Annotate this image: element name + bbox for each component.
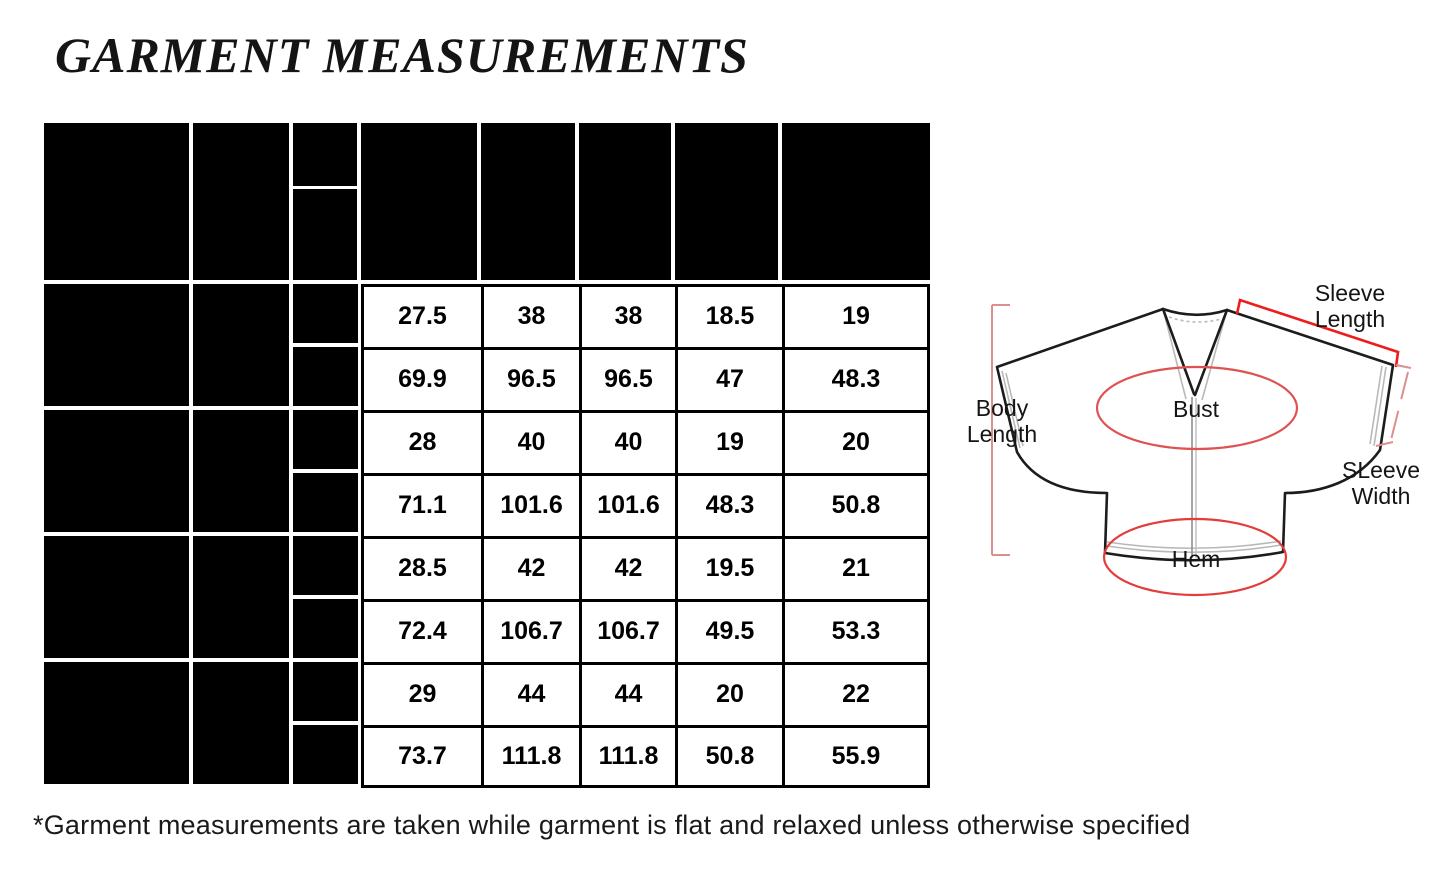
value-bust: 42 <box>481 535 579 599</box>
unit-label: CM <box>293 472 361 536</box>
us-range: 10~12 <box>193 661 293 788</box>
value-hem: 96.5 <box>579 346 675 410</box>
sleeve-length-label: Sleeve Length <box>1314 280 1386 332</box>
unit-label: Inch <box>293 409 361 473</box>
value-hem: 106.7 <box>579 598 675 662</box>
value-sleeve-width: 55.9 <box>782 724 930 788</box>
garment-illustration <box>991 298 1412 597</box>
hem-label: Hem <box>1171 546 1221 572</box>
placket-lines <box>1191 397 1197 558</box>
bust-label: Bust <box>1172 396 1220 422</box>
unit-label: CM <box>293 598 361 662</box>
header-hem: Hem <box>579 123 675 284</box>
value-sleeve-length: 49.5 <box>675 598 782 662</box>
size-name: Small <box>44 283 193 410</box>
header-bust: Bust <box>481 123 579 284</box>
unit-label: CM <box>293 724 361 788</box>
value-hem: 101.6 <box>579 472 675 536</box>
size-chart-table: Size US Inch CM Body Length Bust Hem Sle… <box>44 123 930 788</box>
stitch-lines <box>1001 308 1387 554</box>
value-bust: 40 <box>481 409 579 473</box>
table-row: CM 69.9 96.5 96.5 47 48.3 <box>44 346 930 410</box>
header-us: US <box>193 123 293 284</box>
header-size: Size <box>44 123 193 284</box>
unit-label: Inch <box>293 283 361 347</box>
value-bust: 44 <box>481 661 579 725</box>
value-bust: 101.6 <box>481 472 579 536</box>
bust-ellipse <box>1095 365 1299 451</box>
value-bust: 96.5 <box>481 346 579 410</box>
header-unit-cm: CM <box>297 219 335 247</box>
value-body-length: 71.1 <box>361 472 481 536</box>
us-range: 8~10 <box>193 535 293 662</box>
sleeve-width-bracket <box>1375 364 1412 447</box>
value-body-length: 27.5 <box>361 283 481 347</box>
header-unit-inch: Inch <box>293 151 357 189</box>
page-title: GARMENT MEASUREMENTS <box>55 27 749 83</box>
header-unit: Inch CM <box>293 123 361 284</box>
size-name: X-Large <box>44 661 193 788</box>
size-name: Medium <box>44 409 193 536</box>
table-row: Medium 6~8 Inch 28 40 40 19 20 <box>44 409 930 536</box>
sleeve-width-label: SLeeve Width <box>1341 457 1420 509</box>
table-row: Small 4~6 Inch 27.5 38 38 18.5 19 <box>44 283 930 410</box>
value-body-length: 29 <box>361 661 481 725</box>
table-row: X-Large 10~12 Inch 29 44 44 20 22 <box>44 661 930 788</box>
unit-label: CM <box>293 346 361 410</box>
value-sleeve-length: 18.5 <box>675 283 782 347</box>
garment-diagram <box>950 262 1445 634</box>
footnote: *Garment measurements are taken while ga… <box>33 810 1191 840</box>
body-length-bracket <box>991 304 1010 556</box>
value-hem: 38 <box>579 283 675 347</box>
value-sleeve-width: 48.3 <box>782 346 930 410</box>
garment-outline <box>995 307 1395 562</box>
value-sleeve-length: 19 <box>675 409 782 473</box>
value-sleeve-length: 47 <box>675 346 782 410</box>
sleeve-length-bracket <box>1235 298 1400 368</box>
size-name: Large <box>44 535 193 662</box>
header-sleeve-width: Sleeve Width <box>782 123 930 284</box>
header-sleeve-length: Sleeve Length <box>675 123 782 284</box>
table-row: CM 73.7 111.8 111.8 50.8 55.9 <box>44 724 930 788</box>
value-bust: 38 <box>481 283 579 347</box>
hem-ellipse <box>1102 517 1288 597</box>
table-row: CM 72.4 106.7 106.7 49.5 53.3 <box>44 598 930 662</box>
unit-label: Inch <box>293 661 361 725</box>
value-hem: 111.8 <box>579 724 675 788</box>
value-sleeve-width: 20 <box>782 409 930 473</box>
value-sleeve-width: 21 <box>782 535 930 599</box>
header-body-length: Body Length <box>361 123 481 284</box>
value-sleeve-width: 22 <box>782 661 930 725</box>
table-row: Large 8~10 Inch 28.5 42 42 19.5 21 <box>44 535 930 662</box>
value-body-length: 28.5 <box>361 535 481 599</box>
value-body-length: 69.9 <box>361 346 481 410</box>
value-hem: 44 <box>579 661 675 725</box>
value-bust: 111.8 <box>481 724 579 788</box>
table-row: CM 71.1 101.6 101.6 48.3 50.8 <box>44 472 930 536</box>
value-sleeve-width: 50.8 <box>782 472 930 536</box>
unit-label: Inch <box>293 535 361 599</box>
value-bust: 106.7 <box>481 598 579 662</box>
us-range: 4~6 <box>193 283 293 410</box>
value-sleeve-width: 19 <box>782 283 930 347</box>
value-sleeve-width: 53.3 <box>782 598 930 662</box>
body-length-label: Body Length <box>966 395 1038 447</box>
header-row: Size US Inch CM Body Length Bust Hem Sle… <box>44 123 930 284</box>
value-body-length: 28 <box>361 409 481 473</box>
value-hem: 40 <box>579 409 675 473</box>
value-hem: 42 <box>579 535 675 599</box>
value-sleeve-length: 48.3 <box>675 472 782 536</box>
value-sleeve-length: 50.8 <box>675 724 782 788</box>
value-sleeve-length: 19.5 <box>675 535 782 599</box>
value-body-length: 73.7 <box>361 724 481 788</box>
us-range: 6~8 <box>193 409 293 536</box>
value-sleeve-length: 20 <box>675 661 782 725</box>
value-body-length: 72.4 <box>361 598 481 662</box>
